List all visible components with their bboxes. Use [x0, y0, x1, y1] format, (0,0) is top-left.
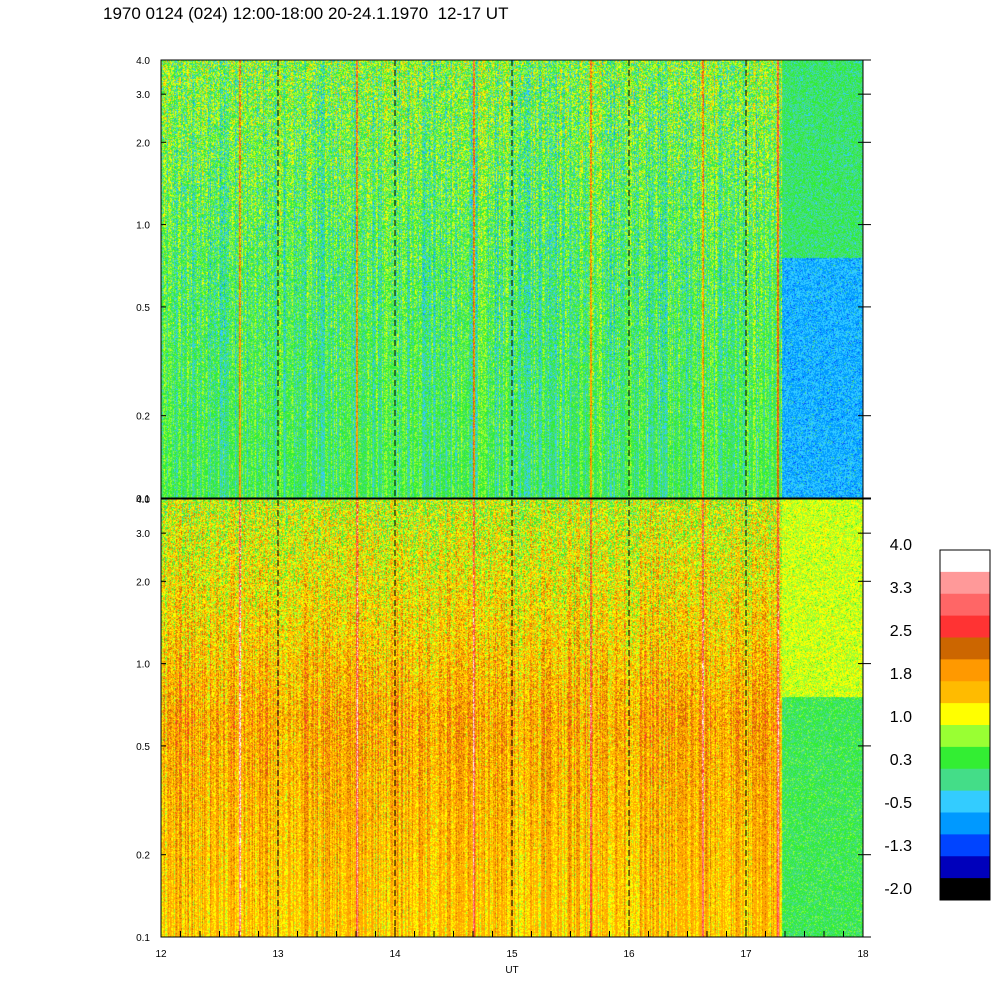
x-tick-label: 14: [389, 949, 401, 960]
page-title: 1970 0124 (024) 12:00-18:00 20-24.1.1970…: [103, 4, 509, 23]
colorbar-swatch: [940, 615, 990, 638]
colorbar: 4.0 3.3 2.5 1.8 1.0 0.3 -0.5 -1.3 -2.0: [884, 537, 991, 901]
colorbar-label: 3.3: [890, 580, 912, 597]
colorbar-swatch: [940, 856, 990, 879]
colorbar-label: 2.5: [890, 623, 912, 640]
colorbar-swatch: [940, 878, 990, 901]
y-tick-label: 1.0: [136, 660, 150, 671]
y-tick-label: 0.5: [136, 303, 150, 314]
x-axis-label: UT: [505, 965, 518, 976]
y-tick-label: 0.1: [136, 933, 150, 944]
x-tick-label: 13: [272, 949, 284, 960]
colorbar-swatch: [940, 659, 990, 682]
colorbar-label: 0.3: [890, 752, 912, 769]
colorbar-swatch: [940, 550, 990, 573]
x-tick-label: 18: [857, 949, 869, 960]
x-tick-label: 16: [623, 949, 635, 960]
colorbar-swatch: [940, 681, 990, 704]
y-tick-label: 4.0: [136, 56, 150, 67]
hour-dashed-lines: [277, 60, 747, 937]
x-tick-label: 17: [740, 949, 752, 960]
x-tick-label: 15: [506, 949, 518, 960]
y-tick-label: 0.5: [136, 742, 150, 753]
y-tick-label: 1.0: [136, 221, 150, 232]
x-axis: 12 13 14 15 16 17 18: [155, 927, 869, 960]
y-tick-label: 2.0: [136, 577, 150, 588]
colorbar-swatch: [940, 703, 990, 726]
colorbar-label: 1.8: [890, 666, 912, 683]
colorbar-swatch: [940, 637, 990, 660]
colorbar-swatch: [940, 593, 990, 617]
x-tick-label: 12: [155, 949, 167, 960]
colorbar-swatch: [940, 725, 990, 748]
colorbar-swatch: [940, 746, 990, 770]
colorbar-label: 4.0: [890, 537, 912, 554]
y-axes: 0.10.20.51.02.03.04.00.10.20.51.02.03.04…: [136, 56, 871, 944]
colorbar-swatch: [940, 834, 990, 857]
colorbar-swatch: [940, 768, 990, 792]
colorbar-swatch: [940, 812, 990, 835]
y-tick-label: 2.0: [136, 138, 150, 149]
y-tick-label: 0.2: [136, 851, 150, 862]
y-tick-label: 4.0: [136, 495, 150, 506]
colorbar-label: -2.0: [884, 881, 912, 898]
colorbar-swatch: [940, 790, 990, 813]
y-tick-label: 0.1: [136, 494, 150, 505]
colorbar-label: -1.3: [884, 838, 912, 855]
y-tick-label: 3.0: [136, 90, 150, 101]
colorbar-label: -0.5: [884, 795, 912, 812]
colorbar-label: 1.0: [890, 709, 912, 726]
colorbar-swatch: [940, 571, 990, 595]
y-tick-label: 0.2: [136, 412, 150, 423]
y-tick-label: 3.0: [136, 529, 150, 540]
colorbar-frame: [939, 549, 991, 901]
